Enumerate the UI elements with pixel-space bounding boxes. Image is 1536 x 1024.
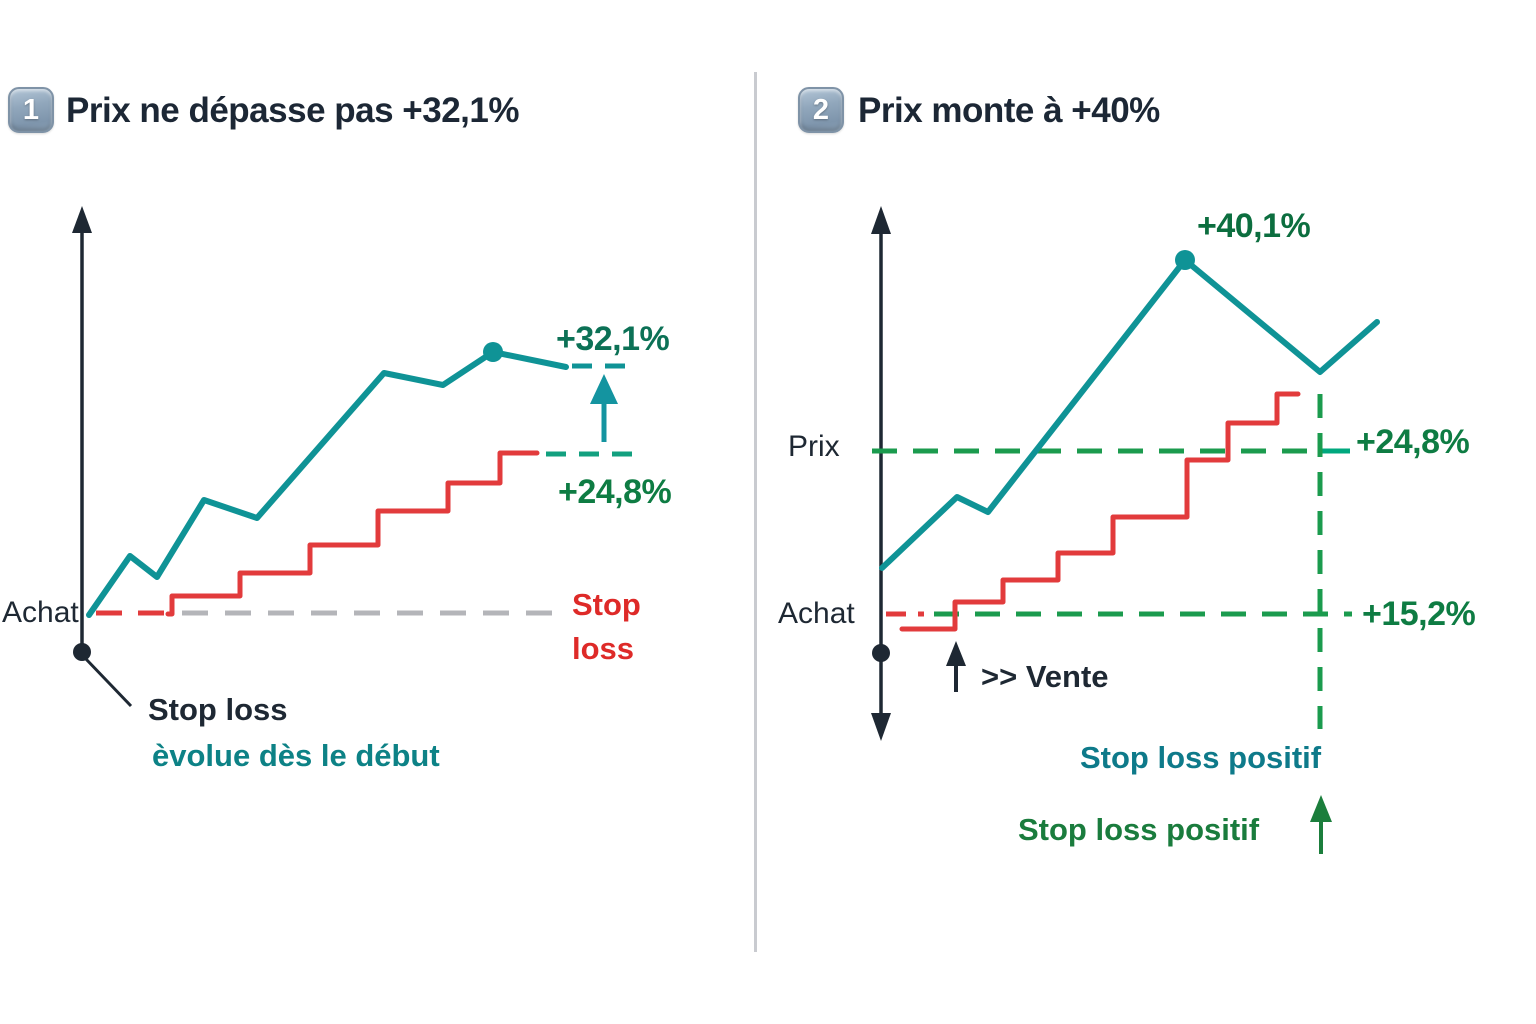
buy-point-dot: [872, 644, 890, 662]
badge-number: 1: [22, 93, 40, 126]
left-annotation-subtitle: èvolue dès le début: [152, 738, 440, 773]
right-prix-label: Prix: [788, 430, 840, 463]
left-peak-percent-label: +32,1%: [556, 320, 670, 358]
badge-number: 2: [812, 93, 830, 126]
sell-up-arrow-icon: [946, 641, 966, 692]
right-stop-positif-teal-label: Stop loss positif: [1080, 740, 1322, 775]
panel-divider: [754, 72, 757, 952]
left-trail-percent-label: +24,8%: [558, 473, 672, 511]
right-vente-label: >> Vente: [981, 659, 1109, 694]
right-level-152-label: +15,2%: [1362, 595, 1476, 633]
buy-point-dot: [73, 643, 91, 661]
axis-up-arrow-icon: [871, 206, 891, 234]
left-trailing-stop-line: [165, 450, 540, 617]
right-peak-dot: [1175, 250, 1195, 270]
left-panel-title: Prix ne dépasse pas +32,1%: [66, 91, 519, 130]
right-price-line: [879, 257, 1380, 571]
right-stop-positif-green-label: Stop loss positif: [1018, 812, 1260, 847]
left-price-axis: [72, 206, 133, 708]
gain-gap-arrow-icon: [590, 374, 618, 442]
stop-word: Stop: [572, 587, 641, 622]
axis-down-arrow-icon: [871, 713, 891, 741]
left-peak-dot: [483, 342, 503, 362]
loss-word: loss: [572, 631, 635, 667]
left-annotation-title: Stop loss: [148, 692, 288, 727]
right-achat-label: Achat: [778, 597, 855, 630]
callout-line: [83, 656, 133, 708]
right-peak-percent-label: +40,1%: [1197, 207, 1311, 245]
axis-up-arrow-icon: [72, 206, 92, 233]
left-stop-loss-red-label: Stop loss: [572, 583, 641, 671]
right-level-248-label: +24,8%: [1356, 423, 1470, 461]
right-price-axis: [871, 206, 891, 741]
stop-positif-up-arrow-icon: [1310, 795, 1332, 854]
left-achat-label: Achat: [2, 596, 79, 629]
right-panel-title: Prix monte à +40%: [858, 91, 1160, 130]
left-price-line: [86, 349, 569, 618]
step-1-badge: 1: [8, 87, 54, 133]
step-2-badge: 2: [798, 87, 844, 133]
right-trailing-stop-line: [899, 391, 1301, 632]
